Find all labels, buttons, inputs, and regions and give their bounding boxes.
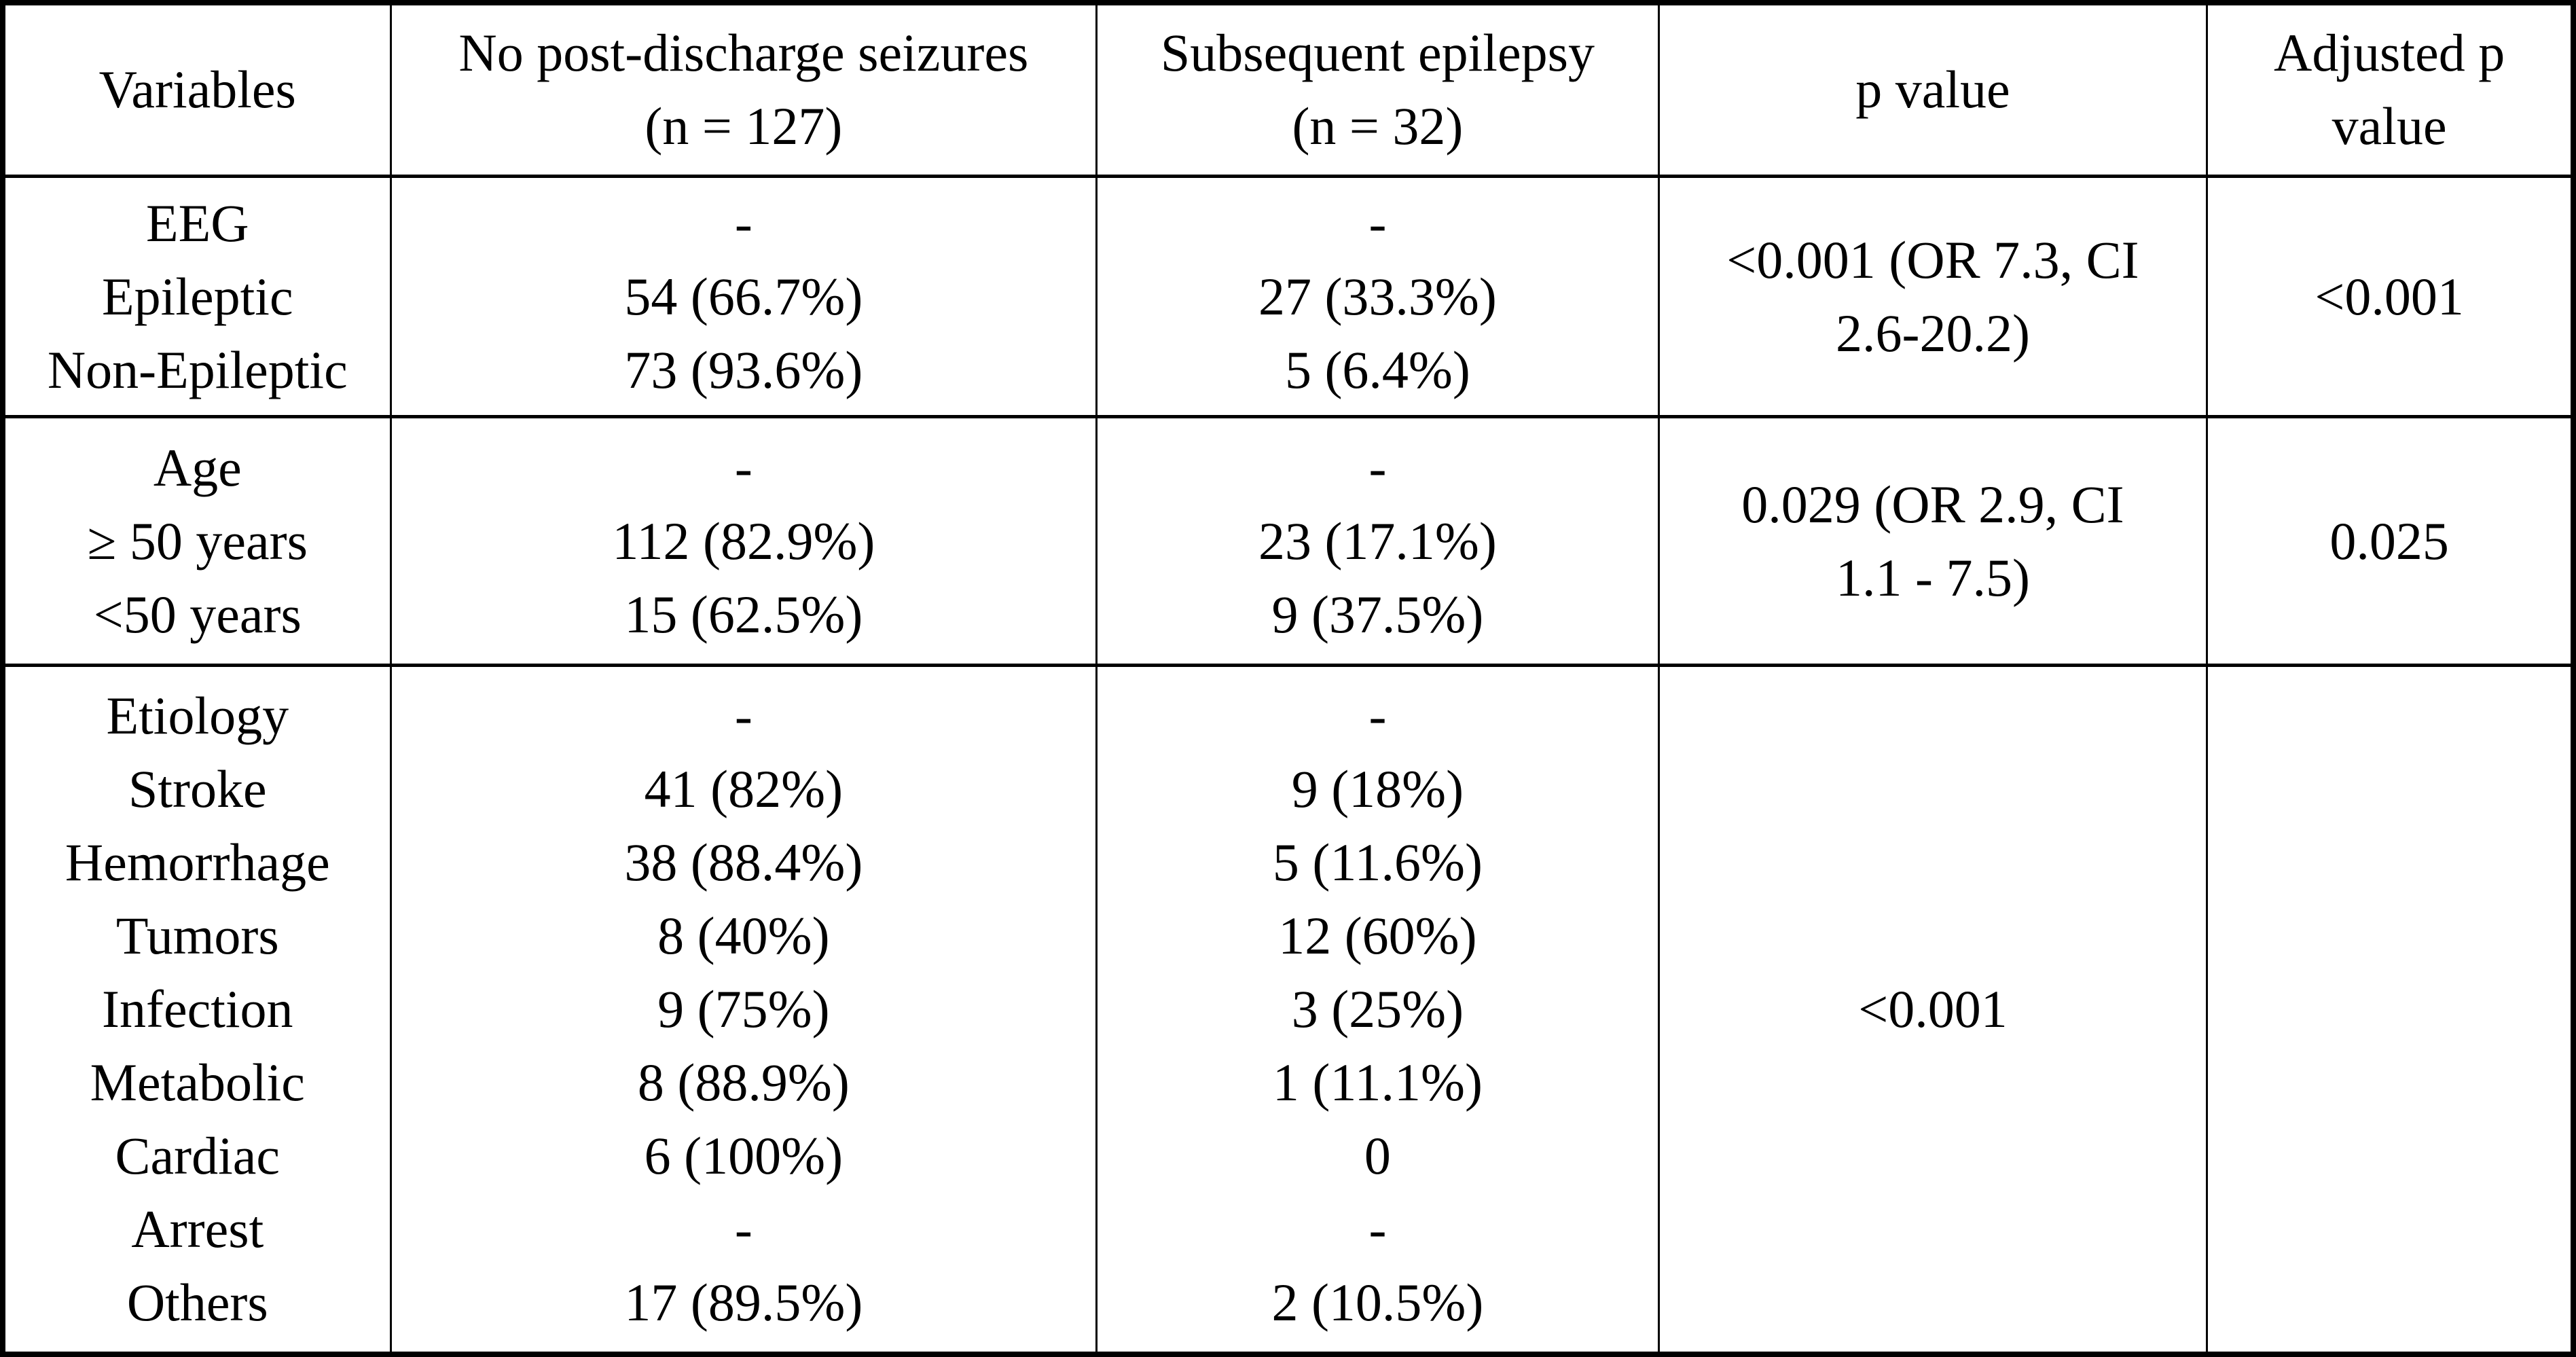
cell-age-no-seizures: - 112 (82.9%) 15 (62.5%) — [391, 418, 1098, 668]
cell-line: 2.6-20.2) — [1835, 303, 2030, 363]
header-no-seizures-line: No post-discharge seizures — [458, 23, 1029, 83]
header-no-seizures: No post-discharge seizures (n = 127) — [391, 5, 1098, 178]
cell-line: 15 (62.5%) — [624, 584, 863, 644]
cell-eeg-no-seizures: - 54 (66.7%) 73 (93.6%) — [391, 177, 1098, 419]
cell-line: - — [1368, 686, 1387, 746]
header-p-value: p value — [1659, 5, 2209, 178]
cell-line: 9 (18%) — [1291, 759, 1464, 819]
cell-line: <0.001 — [1858, 979, 2008, 1039]
cell-line: Arrest — [131, 1199, 264, 1259]
cell-line: 17 (89.5%) — [624, 1273, 863, 1333]
cell-line: 6 (100%) — [644, 1126, 843, 1186]
header-epilepsy-line: Subsequent epilepsy — [1160, 23, 1595, 83]
cell-line: Infection — [102, 979, 293, 1039]
cell-line: 38 (88.4%) — [624, 833, 863, 892]
header-variables-label: Variables — [98, 60, 296, 120]
cell-line: ≥ 50 years — [87, 511, 308, 571]
cell-line: - — [734, 686, 752, 746]
header-p-value-label: p value — [1855, 60, 2010, 120]
cell-line: 73 (93.6%) — [624, 340, 863, 399]
cell-line: 1.1 - 7.5) — [1835, 547, 2030, 607]
cell-line: - — [734, 437, 752, 497]
cell-eeg-epilepsy: - 27 (33.3%) 5 (6.4%) — [1097, 177, 1660, 419]
cell-etiology-no-seizures: - 41 (82%) 38 (88.4%) 8 (40%) 9 (75%) 8 … — [392, 667, 1098, 1352]
cell-line: - — [1368, 193, 1387, 253]
cell-line: 3 (25%) — [1291, 979, 1464, 1039]
cell-line: EEG — [145, 193, 249, 253]
cell-etiology-adjusted-p — [2208, 667, 2571, 1352]
header-no-seizures-n: (n = 127) — [645, 96, 843, 156]
cell-line: Etiology — [106, 686, 289, 746]
header-adjusted-p-line2: value — [2332, 96, 2447, 156]
cell-line: 0.029 (OR 2.9, CI — [1741, 474, 2124, 534]
cell-line: Hemorrhage — [65, 833, 330, 892]
cell-line: 9 (37.5%) — [1271, 584, 1484, 644]
header-epilepsy: Subsequent epilepsy (n = 32) — [1097, 5, 1660, 178]
cell-line: Metabolic — [90, 1053, 305, 1112]
header-adjusted-p-line1: Adjusted p — [2274, 23, 2505, 83]
cell-line: Stroke — [128, 759, 267, 819]
cell-line: 9 (75%) — [657, 979, 830, 1039]
cell-line: 54 (66.7%) — [624, 266, 863, 326]
cell-line: 12 (60%) — [1278, 906, 1477, 966]
cell-line: 0 — [1364, 1126, 1391, 1186]
header-epilepsy-n: (n = 32) — [1292, 96, 1464, 156]
cell-line: - — [734, 193, 752, 253]
cell-line: Others — [126, 1273, 268, 1333]
cell-line: - — [734, 1199, 752, 1259]
cell-line: 23 (17.1%) — [1258, 511, 1497, 571]
cell-line: 2 (10.5%) — [1271, 1273, 1484, 1333]
cell-age-variables: Age ≥ 50 years <50 years — [5, 418, 392, 668]
cell-line: - — [1368, 1199, 1387, 1259]
header-variables: Variables — [5, 5, 392, 178]
cell-etiology-variables: Etiology Stroke Hemorrhage Tumors Infect… — [5, 667, 392, 1352]
cell-line: Epileptic — [102, 266, 293, 326]
cell-line: Cardiac — [115, 1126, 280, 1186]
cell-line: 5 (6.4%) — [1284, 340, 1470, 399]
cell-line: <0.001 (OR 7.3, CI — [1726, 230, 2139, 289]
cell-age-adjusted-p: 0.025 — [2208, 418, 2571, 668]
cell-etiology-epilepsy: - 9 (18%) 5 (11.6%) 12 (60%) 3 (25%) 1 (… — [1097, 667, 1660, 1352]
cell-line: 41 (82%) — [644, 759, 843, 819]
cell-line: 8 (88.9%) — [637, 1053, 850, 1112]
cell-line: 27 (33.3%) — [1258, 266, 1497, 326]
cell-line: 5 (11.6%) — [1272, 833, 1483, 892]
cell-eeg-variables: EEG Epileptic Non-Epileptic — [5, 177, 392, 419]
cell-line: Tumors — [115, 906, 279, 966]
header-adjusted-p: Adjusted p value — [2208, 5, 2571, 178]
cell-line: 8 (40%) — [657, 906, 830, 966]
cell-age-p-value: 0.029 (OR 2.9, CI 1.1 - 7.5) — [1659, 418, 2209, 668]
cell-etiology-p-value: <0.001 — [1660, 667, 2209, 1352]
cell-eeg-adjusted-p: <0.001 — [2208, 178, 2571, 419]
cell-line: 0.025 — [2329, 511, 2449, 571]
cell-age-epilepsy: - 23 (17.1%) 9 (37.5%) — [1097, 418, 1660, 668]
cell-eeg-p-value: <0.001 (OR 7.3, CI 2.6-20.2) — [1659, 177, 2209, 419]
cell-line: Age — [153, 437, 242, 497]
cell-line: <50 years — [93, 584, 302, 644]
cell-line: 1 (11.1%) — [1272, 1053, 1483, 1112]
cell-line: - — [1368, 437, 1387, 497]
cell-line: <0.001 — [2315, 266, 2464, 326]
cell-line: 112 (82.9%) — [612, 511, 875, 571]
cell-line: Non-Epileptic — [47, 340, 348, 399]
